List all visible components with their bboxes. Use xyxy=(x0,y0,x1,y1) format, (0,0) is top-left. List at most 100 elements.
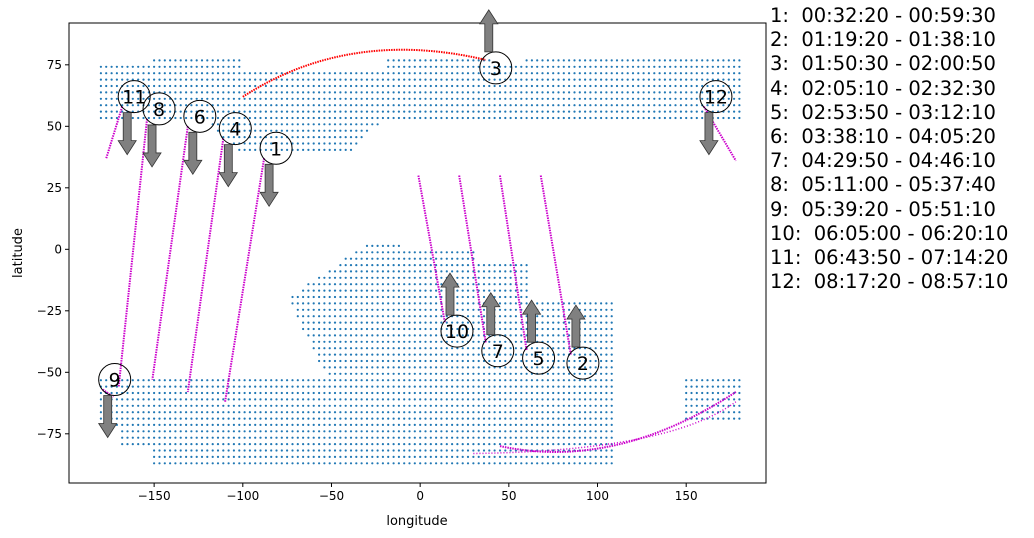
coverage-point xyxy=(286,123,289,126)
coverage-point xyxy=(333,436,337,439)
coverage-point xyxy=(685,91,688,94)
coverage-point xyxy=(328,327,331,331)
coverage-point xyxy=(110,72,113,75)
coverage-point xyxy=(349,129,353,132)
coverage-point xyxy=(514,449,518,452)
coverage-point xyxy=(328,104,331,107)
coverage-point xyxy=(541,334,544,337)
coverage-point xyxy=(456,340,459,343)
coverage-point xyxy=(610,315,613,318)
coverage-point xyxy=(568,372,571,375)
coverage-point xyxy=(131,379,134,382)
coverage-point xyxy=(312,72,315,75)
coverage-point xyxy=(562,347,565,350)
coverage-point xyxy=(296,97,299,100)
coverage-point xyxy=(717,379,720,382)
coverage-point xyxy=(514,417,518,420)
coverage-point xyxy=(333,110,337,113)
coverage-point xyxy=(504,430,507,433)
coverage-point xyxy=(578,104,581,107)
coverage-point xyxy=(477,334,480,337)
coverage-point xyxy=(232,72,235,75)
coverage-point xyxy=(365,379,369,382)
coverage-point xyxy=(610,411,613,414)
coverage-point xyxy=(206,455,209,458)
coverage-point xyxy=(211,398,214,401)
coverage-point xyxy=(685,84,688,88)
coverage-point xyxy=(658,65,661,68)
coverage-point xyxy=(387,430,390,433)
coverage-point xyxy=(594,110,597,113)
coverage-point xyxy=(615,91,619,94)
coverage-point xyxy=(200,385,204,388)
coverage-point xyxy=(344,423,347,426)
coverage-point xyxy=(408,110,411,113)
coverage-point xyxy=(530,353,534,356)
coverage-point xyxy=(403,321,406,324)
coverage-point xyxy=(615,59,619,62)
coverage-point xyxy=(536,59,539,62)
coverage-point xyxy=(435,72,438,75)
coverage-point xyxy=(456,116,459,120)
coverage-point xyxy=(238,59,241,62)
coverage-point xyxy=(472,443,475,446)
coverage-point xyxy=(328,443,331,446)
coverage-point xyxy=(435,84,438,88)
coverage-point xyxy=(355,398,358,401)
coverage-point xyxy=(147,411,150,414)
coverage-point xyxy=(461,455,464,458)
coverage-point xyxy=(254,116,257,120)
coverage-point xyxy=(360,353,363,356)
coverage-point xyxy=(392,78,395,81)
coverage-point xyxy=(403,385,406,388)
coverage-point xyxy=(339,398,342,401)
coverage-point xyxy=(179,84,182,88)
coverage-point xyxy=(397,411,400,414)
coverage-point xyxy=(333,379,337,382)
coverage-point xyxy=(397,334,400,337)
coverage-point xyxy=(355,353,358,356)
coverage-point xyxy=(302,449,305,452)
coverage-point xyxy=(131,436,134,439)
coverage-point xyxy=(706,398,709,401)
coverage-point xyxy=(360,327,363,331)
coverage-point xyxy=(504,347,507,350)
coverage-point xyxy=(594,84,597,88)
coverage-point xyxy=(530,379,534,382)
coverage-point xyxy=(153,65,156,68)
coverage-point xyxy=(312,391,315,395)
coverage-point xyxy=(328,398,331,401)
arrow-icon-7 xyxy=(481,292,501,336)
coverage-point xyxy=(429,353,432,356)
coverage-point xyxy=(546,59,550,62)
coverage-point xyxy=(610,347,613,350)
coverage-point xyxy=(472,347,475,350)
coverage-point xyxy=(243,148,246,151)
coverage-point xyxy=(397,443,400,446)
coverage-point xyxy=(323,308,326,311)
coverage-point xyxy=(621,72,624,75)
coverage-point xyxy=(722,65,725,68)
coverage-point xyxy=(344,104,347,107)
coverage-point xyxy=(264,436,267,439)
coverage-point xyxy=(195,385,198,388)
coverage-point xyxy=(594,340,597,343)
coverage-point xyxy=(190,443,193,446)
coverage-point xyxy=(280,443,283,446)
coverage-point xyxy=(738,91,741,94)
coverage-point xyxy=(227,443,230,446)
coverage-point xyxy=(488,91,491,94)
marker-label-7: 7 xyxy=(492,341,504,363)
coverage-point xyxy=(466,417,470,420)
coverage-point xyxy=(679,97,683,100)
coverage-point xyxy=(536,97,539,100)
coverage-point xyxy=(461,289,464,292)
legend-entry: 4: 02:05:10 - 02:32:30 xyxy=(770,76,996,100)
coverage-point xyxy=(158,116,161,120)
coverage-point xyxy=(344,257,347,260)
coverage-point xyxy=(424,385,427,388)
coverage-point xyxy=(546,443,550,446)
coverage-point xyxy=(238,417,241,420)
coverage-point xyxy=(158,449,161,452)
coverage-point xyxy=(584,379,587,382)
